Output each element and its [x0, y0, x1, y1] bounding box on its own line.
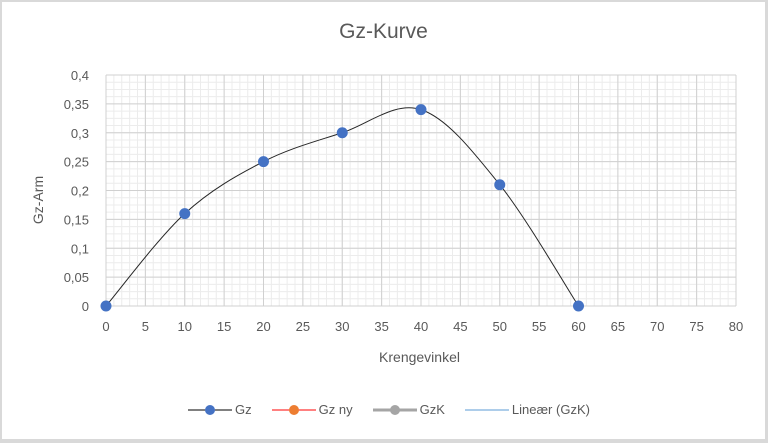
- svg-text:0,3: 0,3: [71, 126, 89, 141]
- axis-ticks: 0 5 10 15 20 25 30 35 40 45 50 55 60 65 70 75 80 0 0,05 0,1…: [64, 68, 744, 334]
- svg-text:0,35: 0,35: [64, 97, 89, 112]
- svg-text:25: 25: [296, 319, 310, 334]
- chart-title: Gz-Kurve: [339, 20, 428, 43]
- legend-item-gz: Gz: [188, 402, 252, 417]
- svg-text:15: 15: [217, 319, 231, 334]
- svg-text:45: 45: [453, 319, 467, 334]
- svg-text:0,05: 0,05: [64, 270, 89, 285]
- svg-text:20: 20: [256, 319, 270, 334]
- svg-text:0,2: 0,2: [71, 184, 89, 199]
- legend-label: Lineær (GzK): [511, 402, 590, 417]
- svg-text:30: 30: [335, 319, 349, 334]
- legend-item-gz-ny: Gz ny: [271, 402, 353, 417]
- legend-marker-line-icon: [271, 404, 316, 415]
- gz-data-point[interactable]: [573, 300, 584, 312]
- legend-marker-line-icon: [188, 404, 233, 415]
- svg-text:0,15: 0,15: [64, 212, 89, 227]
- svg-text:5: 5: [142, 319, 149, 334]
- legend: Gz Gz ny GzK Lineær (GzK): [0, 402, 768, 417]
- gz-data-point[interactable]: [494, 179, 506, 191]
- gz-data-point[interactable]: [179, 208, 191, 220]
- svg-text:65: 65: [611, 319, 625, 334]
- gz-series-markers: [100, 104, 584, 312]
- svg-text:40: 40: [414, 319, 428, 334]
- gz-data-point[interactable]: [100, 300, 112, 312]
- svg-text:75: 75: [689, 319, 703, 334]
- legend-item-gzk: GzK: [372, 402, 445, 417]
- legend-marker-line-icon: [372, 404, 417, 415]
- svg-text:10: 10: [178, 319, 192, 334]
- svg-text:0,25: 0,25: [64, 155, 89, 170]
- gz-data-point[interactable]: [415, 104, 427, 116]
- svg-text:0: 0: [82, 299, 89, 314]
- svg-text:70: 70: [650, 319, 664, 334]
- svg-text:0: 0: [102, 319, 109, 334]
- legend-item-linear-gzk: Lineær (GzK): [464, 402, 590, 417]
- svg-text:0,1: 0,1: [71, 241, 89, 256]
- gz-data-point[interactable]: [258, 156, 269, 168]
- x-axis-title: Krengevinkel: [379, 349, 460, 365]
- legend-label: Gz ny: [318, 402, 353, 417]
- svg-text:55: 55: [532, 319, 546, 334]
- legend-label: GzK: [419, 402, 445, 417]
- legend-label: Gz: [235, 402, 252, 417]
- svg-text:50: 50: [493, 319, 507, 334]
- svg-text:80: 80: [729, 319, 743, 334]
- gz-data-point[interactable]: [336, 127, 348, 139]
- svg-text:0,4: 0,4: [71, 68, 89, 83]
- svg-text:60: 60: [571, 319, 585, 334]
- svg-text:35: 35: [374, 319, 388, 334]
- legend-line-icon: [464, 409, 509, 410]
